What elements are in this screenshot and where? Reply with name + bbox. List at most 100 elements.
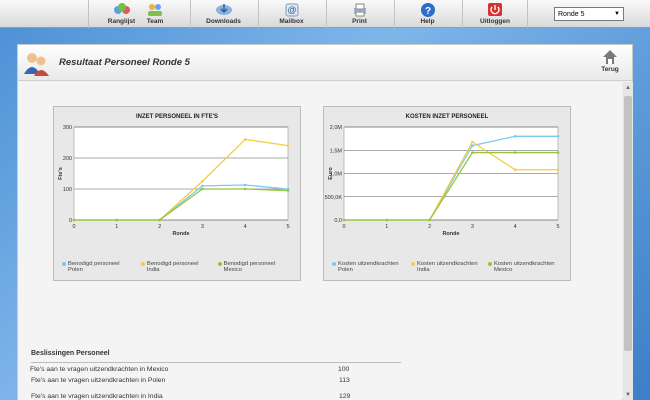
scroll-thumb[interactable] [624, 96, 632, 351]
data-point [513, 151, 517, 154]
help-icon: ? [419, 1, 437, 17]
x-tick-label: 5 [286, 224, 289, 230]
data-point [471, 144, 474, 147]
decision-row: Fte's aan te vragen uitzendkrachten in P… [31, 377, 391, 384]
nav-uitloggen[interactable]: Uitloggen [462, 0, 528, 28]
series-line [344, 151, 558, 221]
series-line [74, 188, 289, 221]
y-tick-label: 1,0M [330, 172, 343, 178]
power-icon [486, 1, 504, 17]
data-point [556, 135, 560, 138]
x-tick-label: 5 [556, 224, 559, 230]
back-button[interactable]: Terug [596, 49, 624, 79]
decision-label: Fte's aan te vragen uitzendkrachten in P… [31, 377, 166, 384]
scroll-up-icon[interactable]: ▲ [625, 85, 631, 91]
podium-icon [113, 1, 131, 17]
x-tick-label: 2 [158, 224, 161, 230]
decisions-title: Beslissingen Personeel [31, 350, 110, 357]
data-point [556, 168, 560, 172]
x-tick-label: 0 [72, 224, 75, 230]
home-icon [603, 50, 617, 64]
x-tick-label: 0 [342, 224, 345, 230]
legend-label: Benodigd personeel Mexico [223, 261, 276, 273]
legend-item: Benodigd personeel India [140, 261, 212, 273]
data-point [201, 184, 204, 188]
y-tick-label: 300 [63, 125, 72, 131]
decision-label: Fte's aan te vragen uitzendkrachten in M… [30, 366, 169, 373]
data-point [243, 187, 247, 191]
legend-dot [410, 262, 415, 266]
nav-mailbox[interactable]: @ Mailbox [258, 0, 324, 28]
data-point [385, 218, 389, 222]
round-select[interactable]: Ronde 5 ▼ [554, 7, 624, 21]
x-tick-label: 4 [244, 224, 247, 230]
x-axis-label: Ronde [172, 231, 189, 237]
x-tick-label: 4 [514, 224, 517, 230]
legend-dot [140, 262, 145, 266]
y-tick-label: 1,5M [330, 148, 343, 154]
chart-legend: Benodigd personeel Polen Benodigd person… [62, 261, 294, 273]
svg-text:?: ? [424, 6, 430, 17]
data-point [513, 135, 517, 138]
x-axis-label: Ronde [442, 231, 459, 237]
legend-dot [332, 262, 336, 266]
data-point [471, 140, 474, 144]
legend-label: Benodigd personeel India [146, 261, 199, 273]
x-tick-label: 2 [428, 224, 431, 230]
result-panel: Resultaat Personeel Ronde 5 Terug INZET … [17, 44, 633, 400]
legend-label: Kosten uitzendkrachten Polen [338, 261, 399, 273]
y-tick-label: 0 [69, 218, 72, 224]
nav-help[interactable]: ? Help [394, 0, 460, 28]
nav-label: Mailbox [279, 18, 304, 25]
data-point [513, 168, 517, 172]
nav-team[interactable]: Team [122, 0, 188, 28]
legend-label: Kosten uitzendkrachten India [416, 261, 478, 273]
chart-title: INZET PERSONEEL IN FTE'S [136, 114, 218, 120]
downloads-icon [215, 1, 233, 17]
decision-row: Fte's aan te vragen uitzendkrachten in I… [31, 393, 391, 400]
team-icon [146, 1, 164, 17]
chart-legend: Kosten uitzendkrachten Polen Kosten uitz… [332, 261, 564, 273]
y-tick-label: 0,0 [334, 218, 342, 224]
legend-item: Benodigd personeel Mexico [217, 261, 294, 273]
mailbox-icon: @ [283, 1, 301, 17]
nav-downloads[interactable]: Downloads [190, 0, 256, 28]
chart-kosten-svg: 0,0 500,0K 1,0M 1,5M 2,0M 0 1 2 3 4 5 Ronde Euro [325, 125, 560, 237]
x-tick-label: 1 [385, 224, 388, 230]
legend-item: Benodigd personeel Polen [62, 261, 135, 273]
data-point [286, 189, 290, 192]
chevron-down-icon: ▼ [614, 11, 620, 17]
data-point [243, 138, 247, 141]
page-title: Resultaat Personeel Ronde 5 [59, 57, 190, 68]
legend-item: Kosten uitzendkrachten Polen [332, 261, 405, 273]
content-area: INZET PERSONEEL IN FTE'S 0 100 200 300 0 1 2 3 4… [18, 82, 622, 400]
legend-item: Kosten uitzendkrachten Mexico [487, 261, 564, 273]
decision-value: 100 [338, 366, 350, 373]
divider [31, 362, 401, 363]
chart-fte-svg: 0 100 200 300 0 1 2 3 4 5 Ronde Fte's [58, 125, 290, 237]
nav-print[interactable]: Print [326, 0, 392, 28]
svg-text:@: @ [287, 5, 296, 15]
legend-dot [487, 262, 492, 266]
data-point [158, 218, 161, 222]
decision-value: 129 [339, 393, 351, 400]
data-point [342, 218, 346, 222]
top-navigation: Ranglijst Team Downloads @ Mailbox Print… [0, 0, 650, 28]
data-point [201, 179, 204, 183]
nav-label: Help [420, 18, 435, 25]
vertical-scrollbar[interactable]: ▲ ▼ [623, 82, 633, 400]
chart-fte: INZET PERSONEEL IN FTE'S 0 100 200 300 0 1 2 3 4… [53, 106, 301, 281]
legend-label: Kosten uitzendkrachten Mexico [493, 261, 555, 273]
y-axis-label: Fte's [58, 167, 64, 180]
legend-label: Benodigd personeel Polen [68, 261, 120, 273]
data-point [115, 218, 119, 222]
nav-label: Uitloggen [480, 18, 510, 25]
scroll-down-icon[interactable]: ▼ [625, 392, 631, 398]
data-point [471, 151, 474, 154]
y-tick-label: 200 [63, 156, 72, 162]
legend-dot [217, 262, 222, 266]
printer-icon [351, 1, 369, 17]
data-point [243, 183, 247, 187]
legend-dot [62, 262, 66, 266]
nav-ranglijst[interactable]: Ranglijst [88, 0, 154, 28]
